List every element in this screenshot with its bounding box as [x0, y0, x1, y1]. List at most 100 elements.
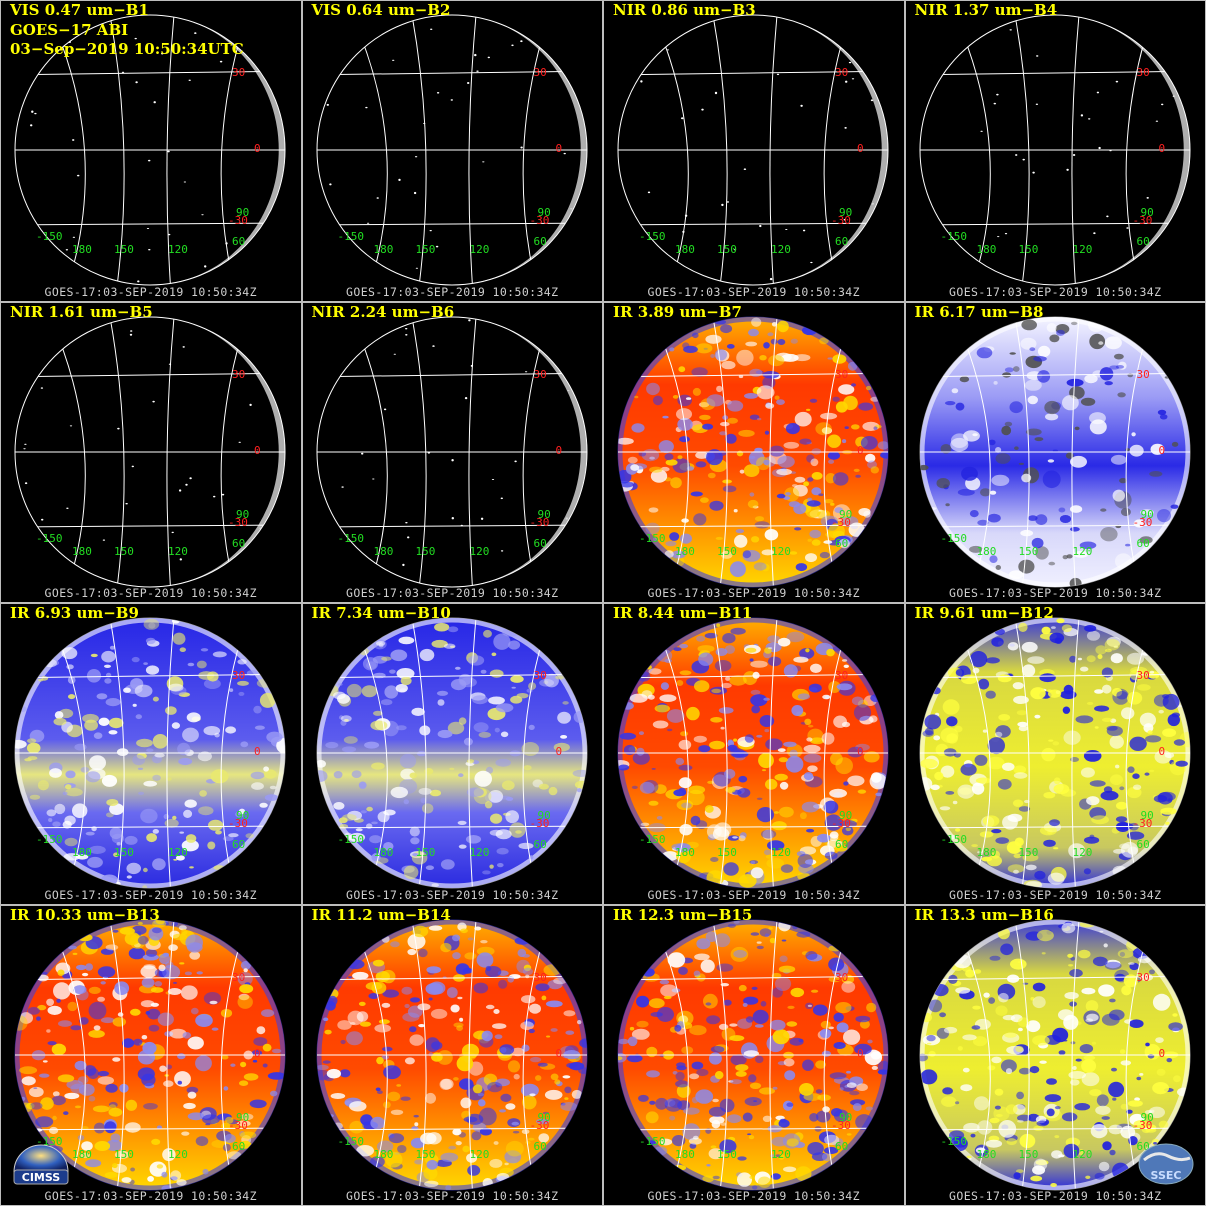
longitude-label: 120	[1072, 1147, 1093, 1161]
band-panel: IR 8.44 um−B11 30 0 -30 -150 180 150 120 60 90 GOE…	[603, 603, 905, 905]
panel-footer-timestamp: GOES-17:03-SEP-2019 10:50:34Z	[346, 586, 559, 600]
longitude-label: 150	[717, 846, 737, 859]
longitude-label: 180	[72, 544, 92, 558]
longitude-label: 180	[72, 1147, 92, 1161]
earth-full-disk-image	[617, 617, 889, 889]
band-label: IR 6.17 um−B8	[914, 302, 1044, 321]
latitude-label: -30	[1132, 515, 1153, 529]
earth-full-disk-image	[316, 14, 587, 286]
band-label: NIR 1.37 um−B4	[914, 1, 1058, 19]
band-panel: NIR 0.86 um−B3 30 0 -30 -150 180 150 120 60 90 GOE…	[603, 0, 905, 302]
longitude-label: 120	[1072, 846, 1093, 859]
longitude-label: 180	[72, 243, 92, 256]
latitude-label: 0	[857, 1046, 864, 1060]
band-label: IR 13.3 um−B16	[914, 905, 1054, 924]
longitude-label: 90	[839, 507, 853, 521]
latitude-label: 0	[555, 1046, 563, 1060]
latitude-label: -30	[529, 1118, 550, 1132]
band-label: IR 3.89 um−B7	[613, 302, 742, 321]
latitude-label: 30	[232, 367, 246, 381]
longitude-label: -150	[36, 230, 63, 243]
latitude-label: 0	[1158, 745, 1166, 758]
latitude-label: 30	[835, 669, 849, 682]
earth-full-disk-image	[919, 617, 1190, 889]
longitude-label: 180	[373, 1147, 394, 1161]
longitude-label: 60	[533, 536, 547, 550]
cimss-logo: CIMSS	[8, 1132, 74, 1186]
longitude-label: 180	[373, 846, 394, 859]
longitude-label: 120	[771, 544, 791, 558]
longitude-label: 90	[236, 1110, 250, 1124]
longitude-label: 120	[771, 1147, 791, 1161]
longitude-label: 150	[1018, 846, 1039, 859]
latitude-label: 30	[533, 970, 547, 984]
longitude-label: 150	[415, 1147, 436, 1161]
cimss-logo-graphic	[13, 1144, 69, 1185]
latitude-label: 0	[254, 443, 261, 457]
longitude-label: 90	[236, 206, 250, 219]
longitude-label: 180	[976, 1147, 997, 1161]
band-label: IR 11.2 um−B14	[311, 905, 451, 924]
longitude-label: 120	[469, 1147, 490, 1161]
longitude-label: -150	[36, 1134, 63, 1148]
longitude-label: 60	[835, 536, 849, 550]
band-panel: IR 3.89 um−B7 30 0 -30 -150 180 150 120 60 90 GOES…	[603, 301, 905, 603]
longitude-label: 180	[373, 544, 394, 558]
earth-full-disk-image	[919, 14, 1190, 286]
earth-full-disk-image	[14, 14, 286, 286]
longitude-label: -150	[940, 833, 968, 846]
band-panel: VIS 0.47 um−B1 30 0 -30 -150 180 150 120 60 90 GOE…	[0, 0, 302, 302]
band-label: NIR 1.61 um−B5	[10, 302, 153, 321]
band-label: IR 6.93 um−B9	[10, 604, 139, 622]
longitude-label: 150	[415, 846, 436, 859]
longitude-label: 60	[1136, 838, 1150, 851]
longitude-label: 60	[835, 235, 849, 248]
latitude-label: -30	[831, 817, 851, 830]
latitude-label: -30	[1132, 1118, 1153, 1132]
latitude-label: 0	[254, 745, 261, 758]
panel-footer-timestamp: GOES-17:03-SEP-2019 10:50:34Z	[949, 1189, 1162, 1203]
longitude-label: 120	[771, 846, 791, 859]
ssec-logo-text: SSEC	[1150, 1169, 1182, 1182]
longitude-label: 90	[1140, 1110, 1154, 1124]
latitude-label: 0	[254, 1046, 261, 1060]
panel-footer-timestamp: GOES-17:03-SEP-2019 10:50:34Z	[44, 1189, 257, 1203]
band-panel: IR 10.33 um−B13 30 0 -30 -150 180 150 120 60 90 GO…	[0, 904, 302, 1206]
latitude-label: 30	[835, 66, 849, 79]
earth-full-disk-image	[919, 316, 1190, 587]
longitude-label: 180	[675, 544, 695, 558]
band-panel: IR 11.2 um−B14 30 0 -30 -150 180 150 120 60 90 GOE…	[301, 904, 603, 1206]
longitude-label: 180	[675, 243, 695, 256]
band-panel: NIR 1.37 um−B4 30 0 -30 -150 180 150 120 60 90 GOE…	[904, 0, 1206, 302]
longitude-label: 90	[537, 206, 551, 219]
longitude-label: -150	[36, 531, 63, 545]
longitude-label: 90	[1140, 507, 1154, 521]
latitude-label: -30	[228, 515, 248, 529]
latitude-label: 0	[1158, 1046, 1166, 1060]
panel-footer-timestamp: GOES-17:03-SEP-2019 10:50:34Z	[346, 887, 559, 902]
longitude-label: 90	[236, 507, 250, 521]
longitude-label: 90	[537, 1110, 551, 1124]
longitude-label: 90	[1140, 206, 1154, 219]
longitude-label: 90	[839, 809, 853, 822]
latitude-label: -30	[831, 1118, 851, 1132]
longitude-label: 90	[537, 507, 551, 521]
band-panel: NIR 1.61 um−B5 30 0 -30 -150 180 150 120 60 90 GOE…	[0, 301, 302, 603]
longitude-label: 90	[236, 809, 250, 822]
longitude-label: -150	[36, 833, 63, 846]
longitude-label: 150	[114, 243, 134, 256]
panel-footer-timestamp: GOES-17:03-SEP-2019 10:50:34Z	[647, 586, 860, 600]
panel-footer-timestamp: GOES-17:03-SEP-2019 10:50:34Z	[647, 887, 860, 902]
band-panel: IR 7.34 um−B10 30 0 -30 -150 180 150 120 60 90 GOE…	[301, 603, 603, 905]
longitude-label: 60	[1136, 536, 1150, 550]
band-label: IR 8.44 um−B11	[613, 604, 753, 622]
band-panel: IR 6.93 um−B9 30 0 -30 -150 180 150 120 60 90 GOES…	[0, 603, 302, 905]
longitude-label: 120	[1072, 243, 1093, 256]
band-label: VIS 0.64 um−B2	[311, 1, 451, 19]
latitude-label: -30	[529, 515, 550, 529]
longitude-label: 180	[373, 243, 394, 256]
longitude-label: 180	[675, 846, 695, 859]
longitude-label: 90	[537, 809, 551, 822]
longitude-label: 180	[976, 544, 997, 558]
